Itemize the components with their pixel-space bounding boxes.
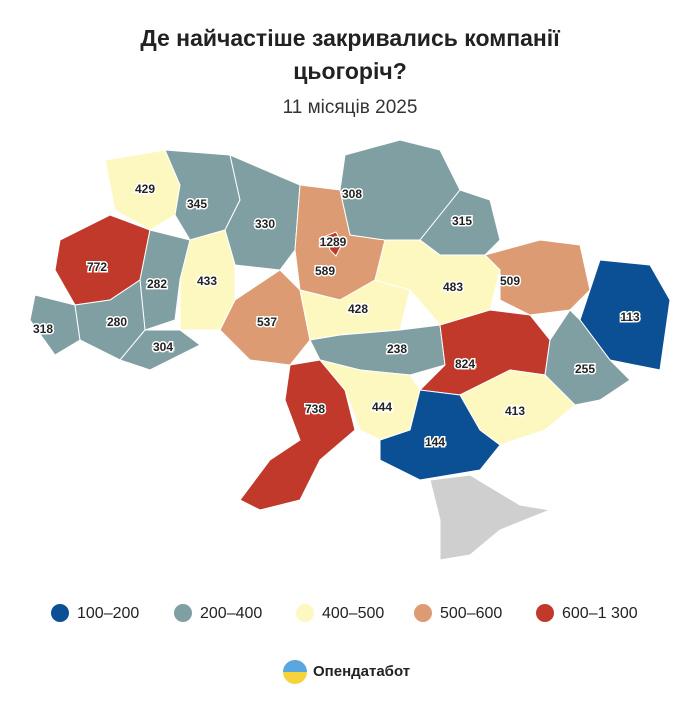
legend: 100–200 200–400 400–500 500–600 600–1 300 [51, 604, 638, 622]
legend-swatch [296, 604, 314, 622]
region-value: 537 [257, 315, 277, 329]
subtitle: 11 місяців 2025 [283, 97, 418, 118]
map: 429 345 330 589 1289 308 315 772 282 433 318 280 304… [29, 139, 671, 511]
crimea [429, 474, 552, 561]
region-value: 304 [153, 340, 173, 354]
region-value: 144 [425, 435, 445, 449]
legend-swatch [414, 604, 432, 622]
region [224, 154, 301, 271]
legend-label: 600–1 300 [562, 605, 638, 622]
region-value: 113 [620, 310, 640, 324]
region-value: 330 [255, 217, 275, 231]
region-value: 428 [348, 302, 368, 316]
logo-top [283, 660, 307, 672]
region-value: 738 [305, 402, 325, 416]
region-value: 1289 [320, 235, 347, 249]
region-value: 308 [342, 187, 362, 201]
region [29, 294, 81, 356]
region-value: 315 [452, 214, 472, 228]
brand: Опендатабот [313, 663, 410, 680]
title: Де найчастіше закривались компанії цьогор… [140, 25, 560, 84]
legend-swatch [51, 604, 69, 622]
legend-label: 400–500 [322, 605, 384, 622]
region-value: 282 [147, 277, 167, 291]
region-value: 589 [315, 264, 335, 278]
region-value: 318 [33, 322, 53, 336]
legend-swatch [536, 604, 554, 622]
region [119, 329, 201, 371]
legend-label: 200–400 [200, 605, 262, 622]
legend-swatch [174, 604, 192, 622]
region-value: 509 [500, 274, 520, 288]
region-value: 429 [135, 182, 155, 196]
region-value: 345 [187, 197, 207, 211]
legend-label: 500–600 [440, 605, 502, 622]
region-value: 238 [387, 342, 407, 356]
region [379, 389, 501, 481]
region [239, 359, 356, 511]
legend-label: 100–200 [77, 605, 139, 622]
region-value: 824 [455, 357, 475, 371]
region-value: 413 [505, 404, 525, 418]
region-value: 772 [87, 260, 107, 274]
region-value: 444 [372, 400, 392, 414]
region-value: 483 [443, 280, 463, 294]
region [374, 239, 501, 326]
region-value: 255 [575, 362, 595, 376]
region-value: 280 [107, 315, 127, 329]
region [219, 269, 311, 366]
region [325, 231, 343, 257]
region-value: 433 [197, 274, 217, 288]
